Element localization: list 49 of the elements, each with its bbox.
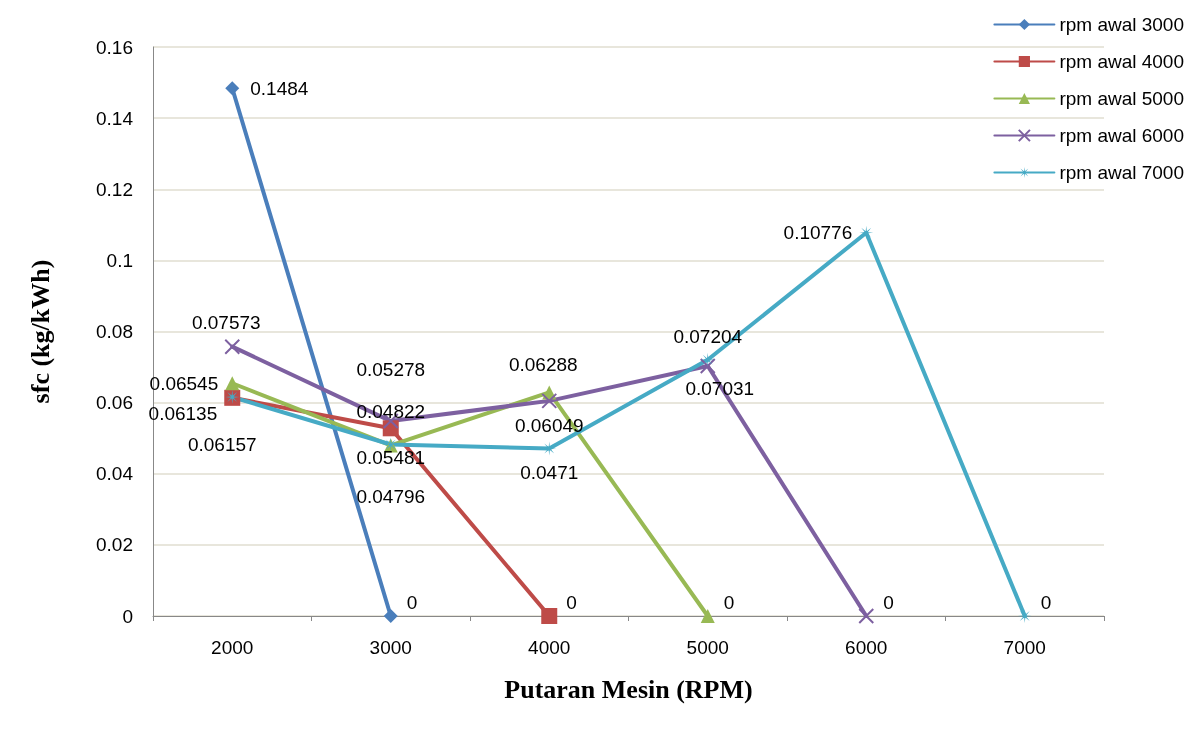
y-tick-label: 0.12 <box>96 178 133 200</box>
x-tick-label: 6000 <box>845 637 888 658</box>
y-axis-title: sfc (kg/kWh) <box>25 259 55 404</box>
data-label: 0.07573 <box>191 311 261 333</box>
data-label: 0 <box>566 591 577 613</box>
point <box>224 338 241 355</box>
data-label: 0.06157 <box>187 434 257 456</box>
point <box>225 81 240 96</box>
data-label: 0.06545 <box>149 372 219 394</box>
legend-label: rpm awal 4000 <box>1059 51 1184 72</box>
point <box>541 608 558 624</box>
data-label: 0 <box>723 591 735 613</box>
legend-label: rpm awal 7000 <box>1059 162 1184 183</box>
data-label: 0.06135 <box>148 403 218 425</box>
y-tick-label: 0.06 <box>96 392 133 414</box>
data-label: 0.05278 <box>356 359 426 381</box>
x-axis-title: Putaran Mesin (RPM) <box>504 674 753 704</box>
x-tick-label: 3000 <box>369 637 412 658</box>
point <box>700 609 715 623</box>
y-tick-label: 0 <box>122 605 133 627</box>
point <box>700 352 715 367</box>
point <box>859 225 874 240</box>
legend-label: rpm awal 5000 <box>1059 88 1184 109</box>
data-label: 0.04796 <box>356 486 426 508</box>
data-label: 0 <box>883 591 894 613</box>
y-tick-label: 0.14 <box>96 107 134 129</box>
data-label: 0 <box>406 591 418 613</box>
x-tick-label: 2000 <box>211 637 254 658</box>
data-label: 0 <box>1040 591 1052 613</box>
x-tick-label: 7000 <box>1003 637 1046 658</box>
y-tick-label: 0.16 <box>96 36 133 58</box>
data-label: 0.10776 <box>783 222 853 244</box>
point <box>383 609 398 623</box>
x-tick-label: 4000 <box>528 637 571 658</box>
point <box>541 392 558 409</box>
data-label: 0.1484 <box>250 77 309 99</box>
point <box>225 376 240 391</box>
y-tick-label: 0.04 <box>96 463 134 485</box>
point <box>858 608 875 624</box>
point <box>699 357 716 374</box>
y-tick-label: 0.02 <box>96 534 133 556</box>
x-tick-label: 5000 <box>686 637 729 658</box>
point <box>542 441 557 456</box>
data-label: 0.06288 <box>508 354 578 376</box>
legend-label: rpm awal 3000 <box>1059 14 1184 35</box>
y-tick-label: 0.1 <box>106 249 133 271</box>
y-tick-label: 0.08 <box>96 321 133 342</box>
legend-label: rpm awal 6000 <box>1059 125 1184 146</box>
data-label: 0.0471 <box>520 461 579 483</box>
